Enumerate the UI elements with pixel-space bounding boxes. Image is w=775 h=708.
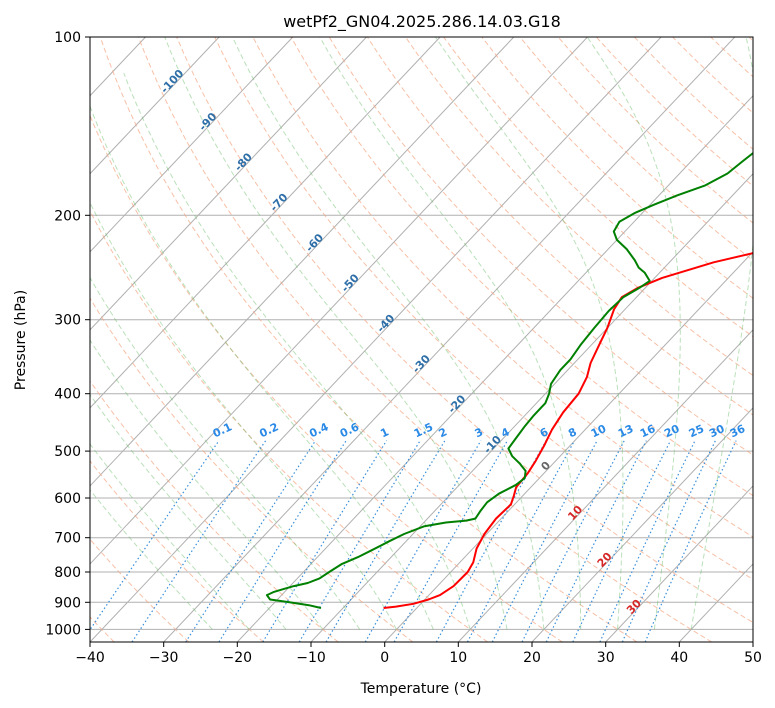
dry-adiabat-line — [519, 37, 753, 262]
x-tick-label: 30 — [597, 650, 615, 666]
mixing-ratio-label: 20 — [662, 422, 682, 440]
x-tick-label: 50 — [744, 650, 762, 666]
moist-adiabat-line — [90, 443, 250, 630]
dry-adiabat-line — [214, 37, 753, 580]
isotherm-line — [457, 329, 753, 642]
moist-adiabat-line — [90, 104, 434, 630]
x-tick-label: −40 — [75, 650, 105, 666]
x-tick-label: −30 — [149, 650, 179, 666]
isotherm-line — [236, 95, 753, 642]
isotherm-line — [90, 37, 515, 487]
isotherm-line — [163, 37, 736, 642]
chart-title: wetPf2_GN04.2025.286.14.03.G18 — [283, 12, 561, 32]
y-tick-label: 200 — [54, 208, 81, 224]
x-tick-label: 20 — [523, 650, 541, 666]
plot-frame — [89, 36, 754, 643]
y-tick-label: 900 — [54, 595, 81, 611]
y-axis-label: Pressure (hPa) — [13, 290, 29, 390]
mixing-ratio-line — [90, 440, 220, 631]
moist-adiabat-line — [90, 201, 397, 630]
mixing-ratio-label: 16 — [638, 422, 658, 440]
isotherm-line — [90, 37, 441, 409]
dry-adiabat-line — [405, 37, 753, 377]
dry-adiabat-line — [328, 37, 753, 456]
x-tick-label: −10 — [296, 650, 326, 666]
moist-adiabat-line — [90, 393, 287, 630]
dry-adiabat-line — [252, 37, 753, 538]
moist-adiabat-line — [232, 37, 545, 630]
mixing-ratio-line — [131, 440, 267, 642]
temperature-profile-line — [383, 252, 753, 609]
mixing-ratio-label: 10 — [589, 422, 609, 440]
mixing-ratio-label: 36 — [728, 422, 748, 440]
dry-adiabat-line — [443, 37, 753, 338]
x-tick-label: 40 — [670, 650, 688, 666]
y-tick-label: 1000 — [45, 622, 81, 638]
isotherm-line — [90, 37, 367, 331]
dry-adiabat-line — [595, 37, 753, 187]
dry-adiabat-line — [90, 209, 488, 642]
dewpoint-profile-line — [265, 151, 753, 609]
isotherm-line — [90, 37, 294, 253]
mixing-ratio-line — [364, 440, 482, 642]
mixing-ratio-line — [298, 440, 421, 642]
mixing-ratio-line — [521, 440, 625, 642]
dry-adiabat-line — [99, 37, 638, 642]
mixing-ratio-line — [621, 440, 716, 642]
isotherm-line — [531, 407, 753, 642]
dry-adiabat-line — [138, 37, 712, 642]
dry-adiabat-line — [90, 460, 264, 642]
x-axis-label: Temperature (°C) — [360, 681, 482, 697]
dry-adiabat-line — [90, 297, 414, 642]
x-tick-label: 0 — [380, 650, 389, 666]
dry-adiabat-line — [366, 37, 753, 416]
isotherm-line — [90, 37, 662, 642]
mixing-ratio-line — [545, 440, 647, 642]
x-tick-label: 10 — [449, 650, 467, 666]
mixing-ratio-line — [644, 440, 737, 642]
mixing-ratio-line — [185, 440, 317, 642]
x-tick-label: −20 — [223, 650, 253, 666]
y-tick-label: 800 — [54, 565, 81, 581]
y-tick-label: 100 — [54, 30, 81, 46]
y-tick-label: 400 — [54, 387, 81, 403]
isotherm-line — [605, 485, 753, 642]
isotherm-line — [90, 37, 588, 565]
mixing-ratio-line — [325, 440, 446, 642]
moist-adiabat-line — [690, 37, 753, 630]
y-tick-label: 600 — [54, 491, 81, 507]
dry-adiabat-line — [290, 37, 753, 497]
moist-adiabat-line — [586, 37, 681, 630]
mixing-ratio-line — [435, 440, 547, 642]
dry-adiabat-line — [90, 538, 190, 642]
y-tick-label: 700 — [54, 531, 81, 547]
mixing-ratio-label: 30 — [707, 422, 727, 440]
moist-adiabat-line — [90, 488, 213, 630]
dry-adiabat-line — [90, 114, 563, 642]
moist-adiabat-line — [123, 72, 471, 630]
mixing-ratio-label: 13 — [616, 422, 635, 440]
isotherm-line — [90, 37, 220, 175]
mixing-ratio-label: 25 — [687, 422, 706, 440]
y-tick-label: 500 — [54, 444, 81, 460]
moist-adiabat-line — [90, 339, 324, 630]
mixing-ratio-line — [393, 440, 508, 642]
moist-adiabat-line — [90, 276, 361, 630]
y-tick-label: 300 — [54, 313, 81, 329]
moist-adiabat-line — [319, 37, 582, 630]
moist-adiabat-line — [164, 37, 508, 630]
mixing-ratio-line — [218, 440, 347, 642]
mixing-ratio-line — [262, 440, 388, 642]
moist-adiabat-line — [434, 37, 624, 630]
dry-adiabat-line — [176, 37, 753, 624]
